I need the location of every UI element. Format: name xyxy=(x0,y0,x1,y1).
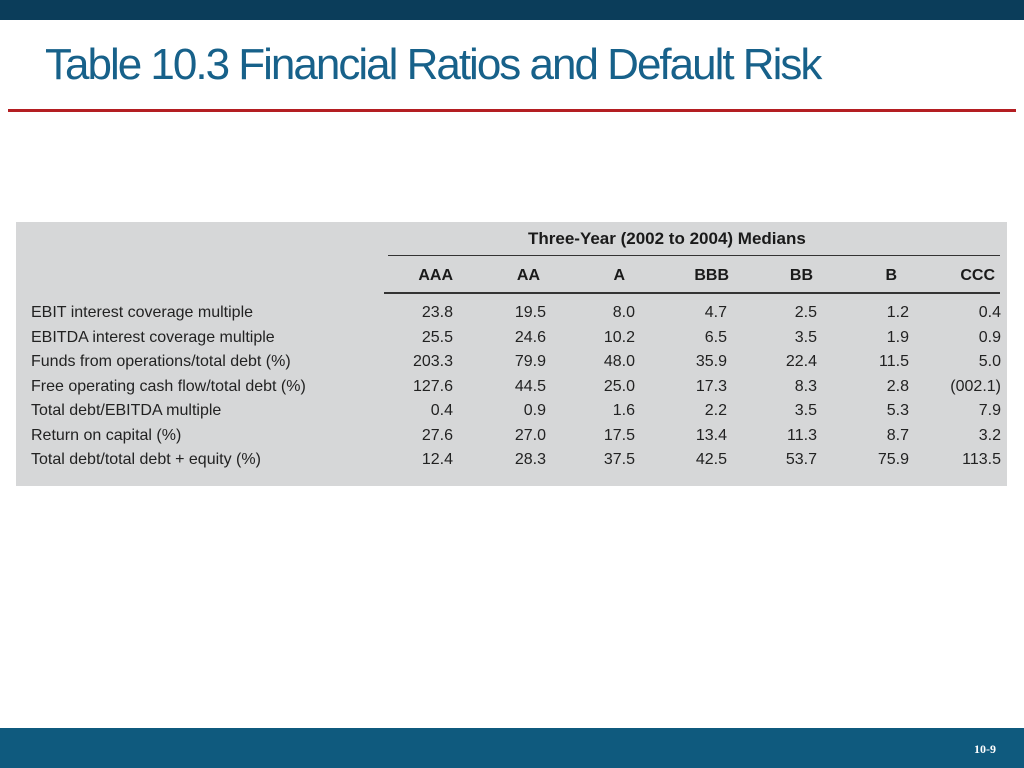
row-label: EBIT interest coverage multiple xyxy=(31,304,254,321)
table-cell: (002.1) xyxy=(950,377,1001,395)
row-label: Return on capital (%) xyxy=(31,426,182,444)
column-header-bb: BB xyxy=(789,267,813,284)
table-cell: 22.4 xyxy=(785,353,817,370)
table-cell: 6.5 xyxy=(704,328,727,346)
table-cell: 3.5 xyxy=(794,328,817,346)
table-cell: 13.4 xyxy=(695,426,727,444)
table-cell: 42.5 xyxy=(695,451,727,468)
table-cell: 1.6 xyxy=(612,402,635,419)
row-label: Total debt/EBITDA multiple xyxy=(31,402,222,419)
table-cell: 1.2 xyxy=(886,304,909,321)
table-cell: 75.9 xyxy=(877,451,909,468)
table-cell: 35.9 xyxy=(695,353,727,370)
table-cell: 11.3 xyxy=(787,426,817,444)
table-cell: 2.8 xyxy=(886,377,909,395)
top-banner xyxy=(0,0,1024,20)
row-label: Total debt/total debt + equity (%) xyxy=(31,451,261,468)
slide-title: Table 10.3 Financial Ratios and Default … xyxy=(45,40,822,89)
row-label: EBITDA interest coverage multiple xyxy=(31,328,275,346)
table-cell: 28.3 xyxy=(514,451,546,468)
table-cell: 53.7 xyxy=(785,451,817,468)
bottom-banner: 10-9 xyxy=(0,728,1024,768)
column-header-b: B xyxy=(885,267,897,284)
table-cell: 11.5 xyxy=(879,353,909,370)
table-cell: 0.4 xyxy=(430,402,453,419)
table-cell: 17.5 xyxy=(603,426,635,444)
table-cell: 37.5 xyxy=(603,451,635,468)
table-cell: 8.7 xyxy=(886,426,909,444)
table-cell: 7.9 xyxy=(978,402,1001,419)
table-cell: 0.9 xyxy=(523,402,546,419)
table-cell: 127.6 xyxy=(412,377,453,395)
table-cell: 8.0 xyxy=(612,304,635,321)
table-cell: 79.9 xyxy=(514,353,546,370)
table-cell: 27.0 xyxy=(514,426,546,444)
table-cell: 0.4 xyxy=(978,304,1001,321)
table-cell: 1.9 xyxy=(886,328,909,346)
column-header-a: A xyxy=(613,267,625,284)
table-cell: 0.9 xyxy=(978,328,1001,346)
column-header-rule xyxy=(384,292,1000,294)
page-number: 10-9 xyxy=(974,742,996,756)
table-cell: 25.0 xyxy=(603,377,635,395)
title-divider xyxy=(8,109,1016,112)
row-label: Funds from operations/total debt (%) xyxy=(31,353,291,370)
column-header-aaa: AAA xyxy=(418,267,453,284)
row-label: Free operating cash flow/total debt (%) xyxy=(31,377,306,395)
group-header-rule xyxy=(388,255,1000,256)
table-cell: 10.2 xyxy=(603,328,635,346)
table-cell: 3.5 xyxy=(794,402,817,419)
ratios-table: Three-Year (2002 to 2004) Medians AAA AA… xyxy=(16,222,1007,486)
table-cell: 12.4 xyxy=(421,451,453,468)
table-group-header: Three-Year (2002 to 2004) Medians xyxy=(528,229,806,248)
table-cell: 4.7 xyxy=(704,304,727,321)
table-cell: 203.3 xyxy=(412,353,453,370)
table-cell: 24.6 xyxy=(514,328,546,346)
table-cell: 5.3 xyxy=(886,402,909,419)
table-cell: 2.2 xyxy=(704,402,727,419)
table-cell: 113.5 xyxy=(962,451,1001,468)
column-header-bbb: BBB xyxy=(694,267,729,284)
table-cell: 48.0 xyxy=(603,353,635,370)
table-cell: 5.0 xyxy=(978,353,1001,370)
column-header-aa: AA xyxy=(516,267,540,284)
column-header-ccc: CCC xyxy=(960,267,995,284)
table-cell: 17.3 xyxy=(695,377,727,395)
table-cell: 27.6 xyxy=(421,426,453,444)
table-cell: 8.3 xyxy=(794,377,817,395)
table-cell: 3.2 xyxy=(978,426,1001,444)
table-cell: 19.5 xyxy=(514,304,546,321)
table-cell: 44.5 xyxy=(514,377,546,395)
table-cell: 23.8 xyxy=(421,304,453,321)
table-cell: 25.5 xyxy=(421,328,453,346)
table-cell: 2.5 xyxy=(794,304,817,321)
